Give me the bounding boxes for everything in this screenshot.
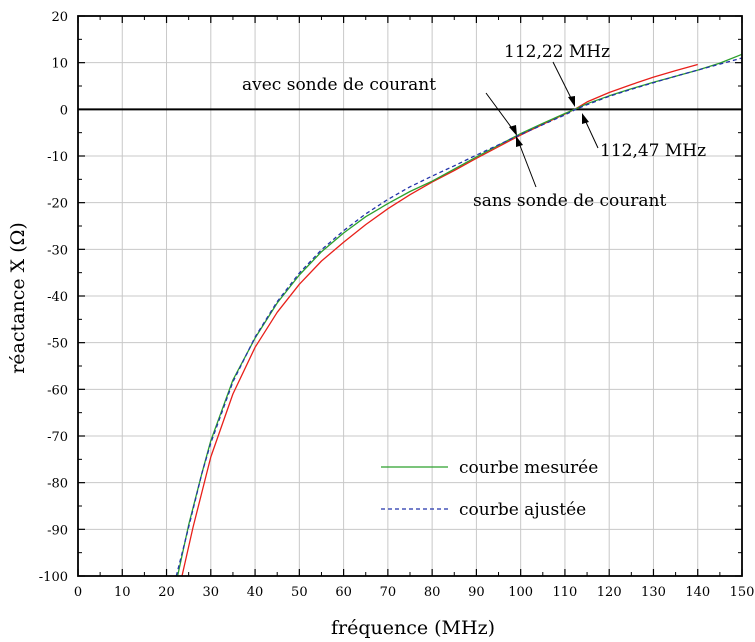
x-tick-label: 10 — [114, 585, 131, 600]
annotation-freq-without-probe: 112,47 MHz — [600, 141, 706, 161]
arrowhead-without-probe — [516, 136, 523, 147]
y-tick-label: 10 — [51, 57, 68, 72]
x-tick-label: 40 — [247, 585, 264, 600]
annotation-freq-with-probe: 112,22 MHz — [504, 42, 610, 62]
y-tick-label: -20 — [47, 197, 68, 212]
arrow-freq-with-probe — [552, 61, 574, 103]
y-tick-label: 20 — [51, 10, 68, 25]
series-group — [175, 53, 743, 577]
y-tick-label: -10 — [47, 150, 68, 165]
arrowhead-with-probe — [509, 125, 517, 136]
legend: courbe mesurée courbe ajustée — [381, 458, 598, 520]
y-tick-label: -40 — [47, 290, 68, 305]
arrowhead-freq-without-probe — [582, 113, 589, 124]
y-tick-label: 0 — [60, 103, 68, 118]
legend-label-fitted: courbe ajustée — [459, 500, 586, 520]
x-tick-label: 30 — [203, 585, 220, 600]
annotations: 112,22 MHz avec sonde de courant 112,47 … — [242, 42, 706, 211]
y-tick-label: -60 — [47, 383, 68, 398]
x-tick-label: 90 — [468, 585, 485, 600]
arrow-without-probe — [518, 142, 537, 188]
x-tick-label: 100 — [508, 585, 533, 600]
x-tick-label: 60 — [335, 585, 352, 600]
x-tick-label: 120 — [597, 585, 622, 600]
y-tick-label: -30 — [47, 243, 68, 258]
legend-label-measured: courbe mesurée — [459, 458, 598, 478]
y-tick-label: -70 — [47, 430, 68, 445]
x-tick-label: 80 — [424, 585, 441, 600]
x-axis-title: fréquence (MHz) — [331, 617, 495, 639]
x-tick-label: 20 — [158, 585, 175, 600]
tick-labels: 0 10 20 30 40 50 60 70 80 90 100 110 120 130 140 150201… — [39, 10, 755, 600]
arrowhead-freq-with-probe — [568, 96, 575, 107]
annotation-with-probe-label: avec sonde de courant — [242, 75, 436, 95]
x-tick-label: 110 — [553, 585, 578, 600]
arrow-with-probe — [485, 92, 515, 132]
y-tick-label: -100 — [39, 570, 68, 585]
y-tick-label: -50 — [47, 337, 68, 352]
y-axis-title: réactance X (Ω) — [7, 222, 29, 374]
annotation-without-probe-label: sans sonde de courant — [473, 191, 666, 211]
series-line-courbe-ajustée — [175, 57, 743, 577]
x-tick-label: 130 — [641, 585, 666, 600]
series-line-red-curve — [181, 63, 698, 577]
arrow-freq-without-probe — [584, 119, 599, 149]
x-tick-label: 140 — [685, 585, 710, 600]
axis-ticks — [77, 15, 743, 577]
y-tick-label: -80 — [47, 477, 68, 492]
y-tick-label: -90 — [47, 523, 68, 538]
x-tick-label: 50 — [291, 585, 308, 600]
x-tick-label: 0 — [74, 585, 82, 600]
x-tick-label: 70 — [380, 585, 397, 600]
x-tick-label: 150 — [730, 585, 755, 600]
